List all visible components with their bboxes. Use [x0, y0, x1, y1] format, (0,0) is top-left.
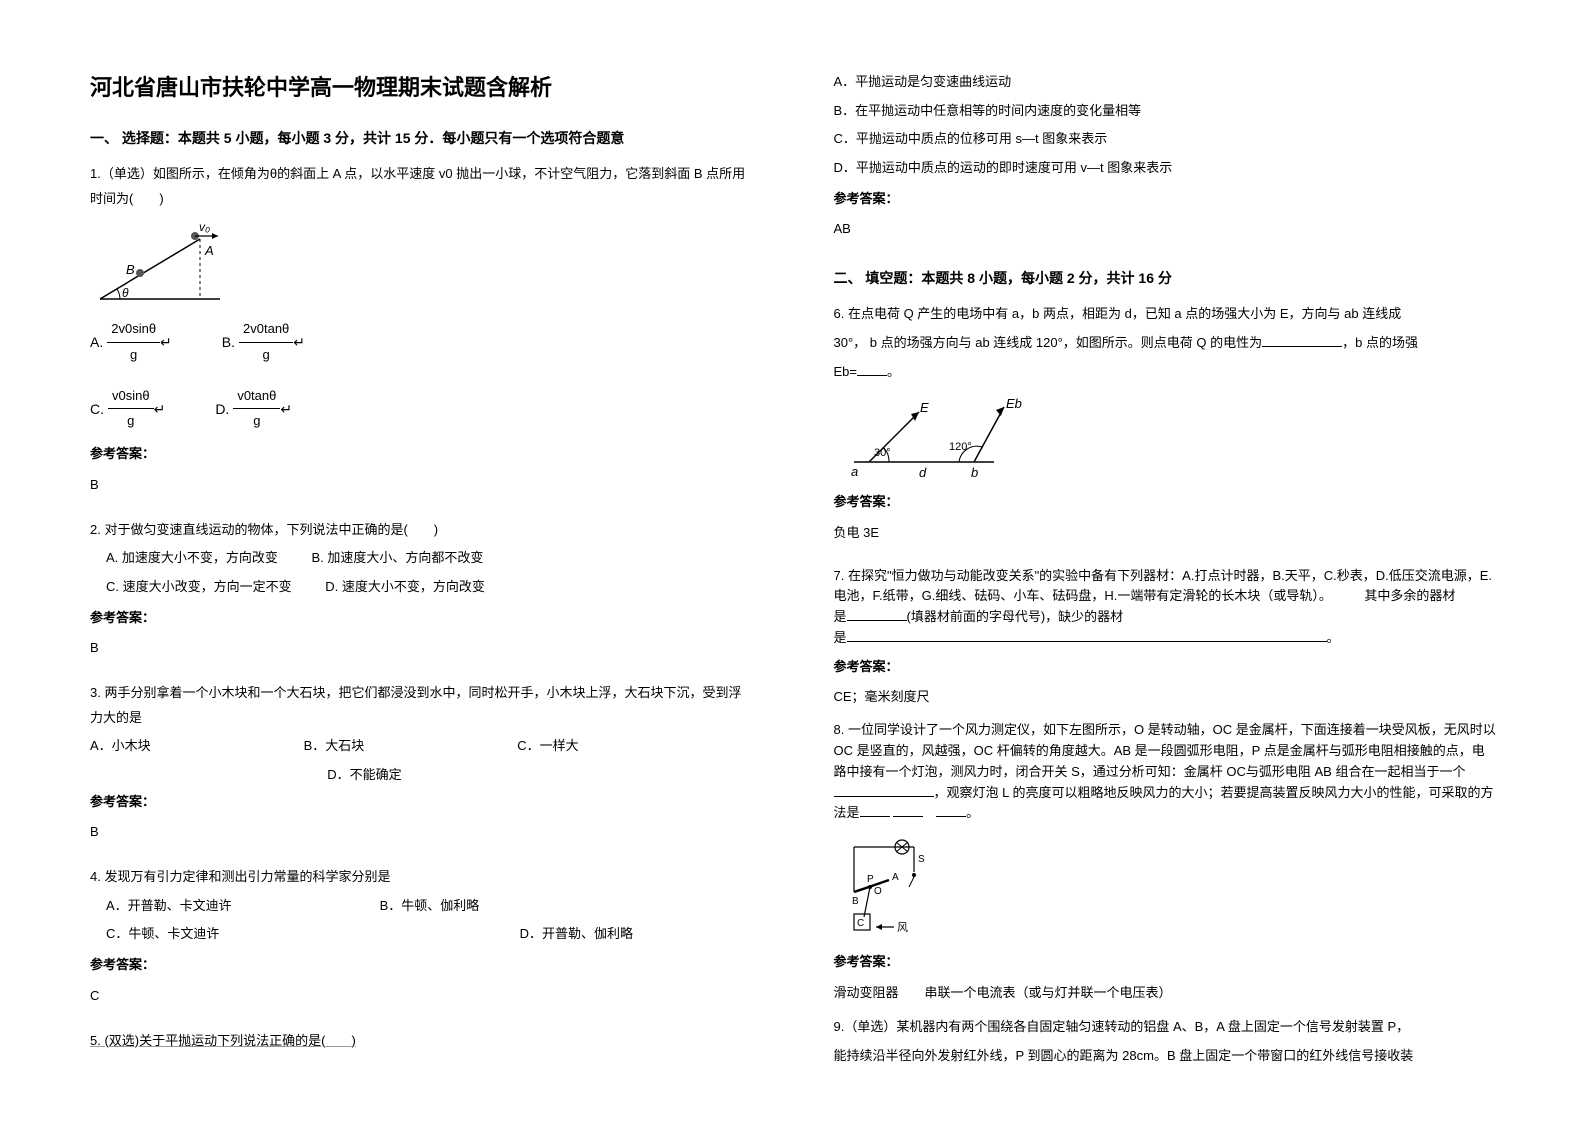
q5-optA: A．平抛运动是匀变速曲线运动 — [834, 70, 1498, 95]
q4-optD: D．开普勒、伽利略 — [520, 922, 633, 947]
question-3: 3. 两手分别拿着一个小木块和一个大石块，把它们都浸没到水中，同时松开手，小木块… — [90, 681, 754, 859]
svg-text:A: A — [892, 872, 899, 883]
q1-text: 1.（单选）如图所示，在倾角为θ的斜面上 A 点，以水平速度 v0 抛出一小球，… — [90, 162, 754, 211]
q3-answer: B — [90, 820, 754, 845]
q6-text2: 30°， b 点的场强方向与 ab 连线成 120°，如图所示。则点电荷 Q 的… — [834, 331, 1498, 356]
q2-answer: B — [90, 636, 754, 661]
question-2: 2. 对于做匀变速直线运动的物体，下列说法中正确的是( ) A. 加速度大小不变… — [90, 518, 754, 675]
q3-optD: D．不能确定 — [327, 763, 401, 788]
q6-text4: Eb=。 — [834, 360, 1498, 385]
q1-optB: B. 2v0tanθg ↵ — [222, 317, 305, 367]
q2-optB: B. 加速度大小、方向都不改变 — [312, 546, 484, 571]
q5-optD: D．平抛运动中质点的运动的即时速度可用 v—t 图象来表示 — [834, 156, 1498, 181]
q2-answer-label: 参考答案： — [90, 606, 754, 631]
q4-answer: C — [90, 984, 754, 1009]
q4-answer-label: 参考答案： — [90, 953, 754, 978]
q7-text: 7. 在探究"恒力做功与动能改变关系"的实验中备有下列器材：A.打点计时器，B.… — [834, 566, 1498, 649]
q9-text1: 9.（单选）某机器内有两个围绕各自固定轴匀速转动的铝盘 A、B，A 盘上固定一个… — [834, 1015, 1498, 1040]
q2-optD: D. 速度大小不变，方向改变 — [325, 575, 485, 600]
question-5-stem: 5. (双选)关于平抛运动下列说法正确的是( ) — [90, 1029, 754, 1058]
question-1: 1.（单选）如图所示，在倾角为θ的斜面上 A 点，以水平速度 v0 抛出一小球，… — [90, 162, 754, 512]
svg-text:a: a — [851, 464, 858, 479]
svg-text:S: S — [918, 854, 925, 865]
q6-answer: 负电 3E — [834, 521, 1498, 546]
svg-text:θ: θ — [122, 286, 129, 300]
svg-text:B: B — [126, 262, 135, 277]
svg-text:风: 风 — [897, 921, 908, 934]
q5-optB: B．在平抛运动中任意相等的时间内速度的变化量相等 — [834, 99, 1498, 124]
q9-text2: 能持续沿半径向外发射红外线，P 到圆心的距离为 28cm。B 盘上固定一个带窗口… — [834, 1044, 1498, 1069]
svg-text:A: A — [204, 243, 214, 258]
svg-text:P: P — [867, 874, 874, 885]
q3-answer-label: 参考答案： — [90, 790, 754, 815]
q6-text1: 6. 在点电荷 Q 产生的电场中有 a，b 两点，相距为 d，已知 a 点的场强… — [834, 302, 1498, 327]
q3-text: 3. 两手分别拿着一个小木块和一个大石块，把它们都浸没到水中，同时松开手，小木块… — [90, 681, 754, 730]
question-4: 4. 发现万有引力定律和测出引力常量的科学家分别是 A．开普勒、卡文迪许 B．牛… — [90, 865, 754, 1022]
q4-optC: C．牛顿、卡文迪许 — [106, 922, 486, 947]
q8-answer-label: 参考答案： — [834, 950, 1498, 975]
q4-text: 4. 发现万有引力定律和测出引力常量的科学家分别是 — [90, 865, 754, 890]
question-6: 6. 在点电荷 Q 产生的电场中有 a，b 两点，相距为 d，已知 a 点的场强… — [834, 302, 1498, 559]
q1-answer: B — [90, 473, 754, 498]
q7-answer: CE；毫米刻度尺 — [834, 685, 1498, 710]
section1-header: 一、 选择题：本题共 5 小题，每小题 3 分，共计 15 分．每小题只有一个选… — [90, 128, 754, 148]
q2-text: 2. 对于做匀变速直线运动的物体，下列说法中正确的是( ) — [90, 518, 754, 543]
q1-optA: A. 2v0sinθg ↵ — [90, 317, 172, 367]
q1-optD: D. v0tanθg ↵ — [215, 384, 292, 434]
q1-optC: C. v0sinθg ↵ — [90, 384, 165, 434]
wind-meter-svg: S B P A O C 风 — [834, 832, 974, 942]
left-column: 河北省唐山市扶轮中学高一物理期末试题含解析 一、 选择题：本题共 5 小题，每小… — [90, 70, 754, 1082]
q5-optC: C．平抛运动中质点的位移可用 s—t 图象来表示 — [834, 127, 1498, 152]
svg-text:B: B — [852, 896, 859, 907]
q4-optA: A．开普勒、卡文迪许 — [106, 894, 346, 919]
svg-text:Eb: Eb — [1006, 396, 1022, 411]
q3-optA: A．小木块 — [90, 734, 270, 759]
q6-figure: E 30° Eb 120° a d b — [834, 392, 1498, 482]
svg-text:120°: 120° — [949, 441, 972, 453]
q4-optB: B．牛顿、伽利略 — [380, 894, 480, 919]
q5-text: 5. (双选)关于平抛运动下列说法正确的是( ) — [90, 1029, 754, 1054]
q3-optC: C．一样大 — [517, 734, 578, 759]
q5-answer: AB — [834, 217, 1498, 242]
q6-answer-label: 参考答案： — [834, 490, 1498, 515]
q3-optB: B．大石块 — [304, 734, 484, 759]
svg-text:E: E — [920, 400, 929, 415]
q8-text: 8. 一位同学设计了一个风力测定仪，如下左图所示，O 是转动轴，OC 是金属杆，… — [834, 720, 1498, 824]
svg-text:30°: 30° — [874, 447, 891, 459]
q1-figure: θ v₀ A B — [90, 219, 754, 309]
svg-text:v₀: v₀ — [199, 220, 210, 234]
question-7: 7. 在探究"恒力做功与动能改变关系"的实验中备有下列器材：A.打点计时器，B.… — [834, 566, 1498, 715]
svg-text:O: O — [874, 886, 882, 897]
q2-optA: A. 加速度大小不变，方向改变 — [106, 546, 278, 571]
q2-optC: C. 速度大小改变，方向一定不变 — [106, 575, 292, 600]
q1-answer-label: 参考答案： — [90, 442, 754, 467]
section2-header: 二、 填空题：本题共 8 小题，每小题 2 分，共计 16 分 — [834, 268, 1498, 288]
q5-answer-label: 参考答案： — [834, 187, 1498, 212]
inclined-plane-svg: θ v₀ A B — [90, 219, 230, 309]
field-diagram-svg: E 30° Eb 120° a d b — [834, 392, 1034, 482]
q8-figure: S B P A O C 风 — [834, 832, 1498, 942]
svg-text:C: C — [857, 918, 864, 929]
q1-options: A. 2v0sinθg ↵ B. 2v0tanθg ↵ C. v0sinθg ↵… — [90, 317, 754, 434]
right-column: A．平抛运动是匀变速曲线运动 B．在平抛运动中任意相等的时间内速度的变化量相等 … — [834, 70, 1498, 1082]
question-9: 9.（单选）某机器内有两个围绕各自固定轴匀速转动的铝盘 A、B，A 盘上固定一个… — [834, 1015, 1498, 1072]
q8-answer: 滑动变阻器 串联一个电流表（或与灯并联一个电压表） — [834, 981, 1498, 1006]
page-title: 河北省唐山市扶轮中学高一物理期末试题含解析 — [90, 70, 754, 102]
question-8: 8. 一位同学设计了一个风力测定仪，如下左图所示，O 是转动轴，OC 是金属杆，… — [834, 720, 1498, 1009]
question-5-options: A．平抛运动是匀变速曲线运动 B．在平抛运动中任意相等的时间内速度的变化量相等 … — [834, 70, 1498, 256]
svg-text:b: b — [971, 465, 978, 480]
q7-answer-label: 参考答案： — [834, 655, 1498, 680]
svg-text:d: d — [919, 465, 927, 480]
